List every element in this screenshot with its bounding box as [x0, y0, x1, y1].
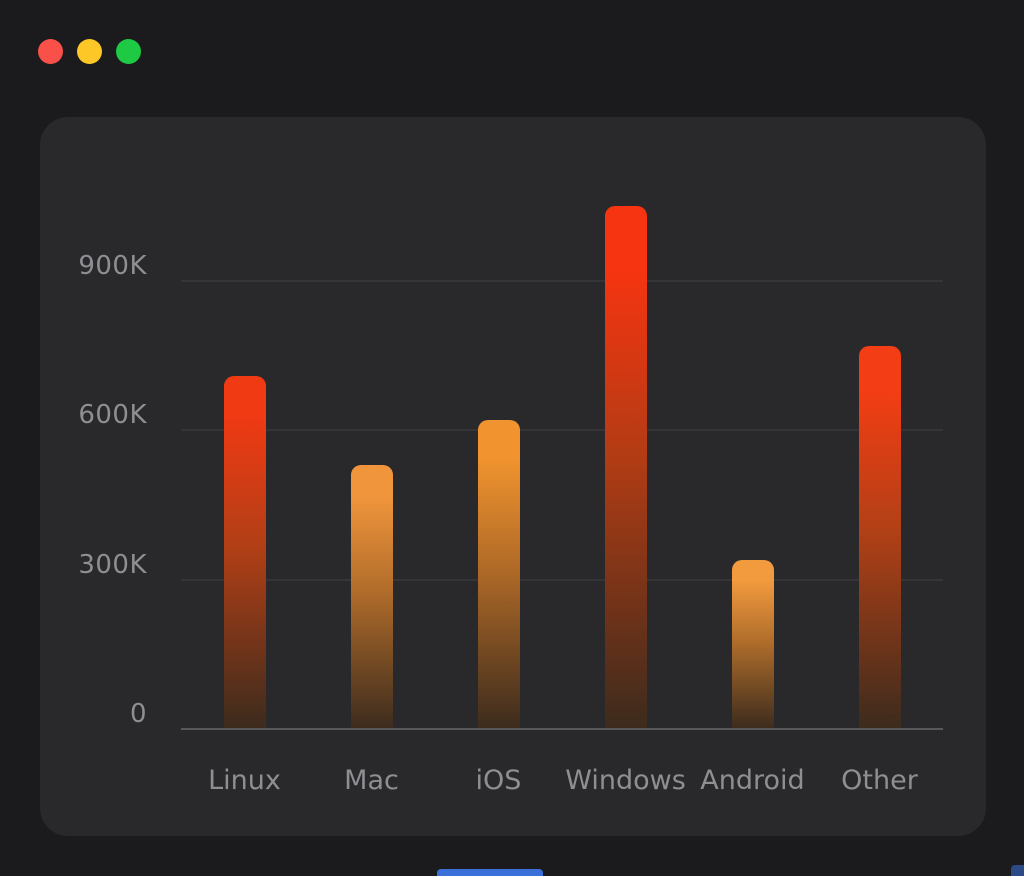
bar-windows[interactable]	[604, 206, 647, 729]
minimize-button[interactable]	[77, 39, 102, 64]
gridline-600k	[181, 429, 943, 432]
bar-ios[interactable]	[477, 420, 520, 729]
y-tick-label-900k: 900K	[78, 251, 147, 281]
corner-peek-element	[1011, 865, 1024, 876]
bar-linux[interactable]	[223, 375, 266, 729]
bar-chart: 0 300K 600K 900K Linux Mac iOS Windows Android Ot…	[40, 117, 986, 836]
y-tick-label-0: 0	[129, 699, 147, 729]
x-axis-line	[181, 728, 943, 730]
bar-other[interactable]	[858, 345, 901, 729]
bar-android[interactable]	[731, 559, 774, 729]
maximize-button[interactable]	[116, 39, 141, 64]
x-tick-label-other: Other	[841, 765, 918, 796]
bottom-peek-element	[437, 869, 543, 876]
close-button[interactable]	[38, 39, 63, 64]
gridline-300k	[181, 578, 943, 581]
x-tick-label-ios: iOS	[475, 765, 522, 796]
x-tick-label-linux: Linux	[208, 765, 281, 796]
x-tick-label-mac: Mac	[344, 765, 399, 796]
gridline-900k	[181, 280, 943, 282]
x-tick-label-android: Android	[700, 765, 805, 796]
y-tick-label-300k: 300K	[78, 549, 147, 580]
chart-card: 0 300K 600K 900K Linux Mac iOS Windows Android Ot…	[40, 117, 986, 836]
bar-mac[interactable]	[350, 465, 393, 729]
titlebar	[0, 0, 1024, 100]
x-tick-label-windows: Windows	[565, 765, 686, 796]
y-tick-label-600k: 600K	[78, 400, 147, 431]
